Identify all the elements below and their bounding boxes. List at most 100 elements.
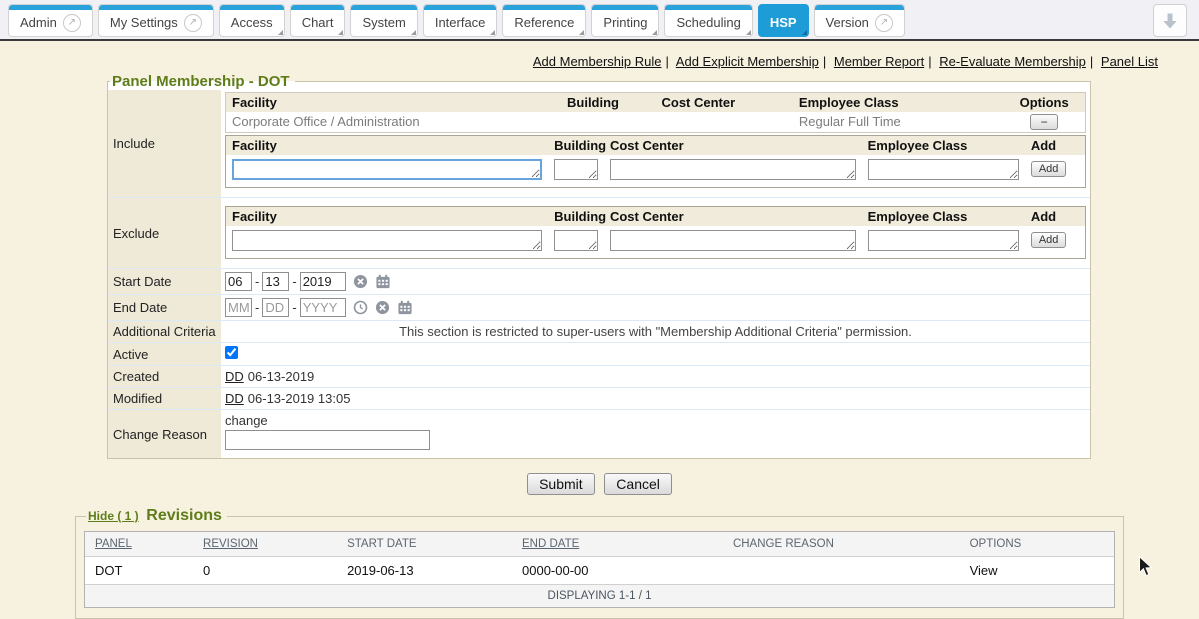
tab-system[interactable]: System (350, 4, 418, 37)
end-year-input[interactable] (299, 298, 346, 317)
tab-label: My Settings (109, 15, 178, 30)
tab-label: Admin (20, 15, 57, 30)
revision-end-date: 0000-00-00 (522, 563, 589, 578)
change-reason-input[interactable] (225, 430, 430, 450)
tab-label: Reference (514, 15, 575, 30)
form-actions: Submit Cancel (0, 473, 1199, 495)
col-start-date: START DATE (347, 538, 417, 550)
cancel-button[interactable]: Cancel (604, 473, 672, 495)
external-link-icon[interactable]: ↗ (183, 13, 202, 32)
end-day-input[interactable] (262, 298, 290, 317)
start-year-input[interactable] (299, 272, 346, 291)
rule-building (561, 112, 655, 132)
active-label: Active (108, 343, 221, 365)
col-cost-center: Cost Center (661, 95, 736, 110)
calendar-icon[interactable] (375, 274, 391, 289)
link-separator: | (822, 54, 827, 69)
external-link-icon[interactable]: ↗ (62, 13, 81, 32)
tab-reference[interactable]: Reference (502, 4, 587, 37)
revision-table-row: DOT 0 2019-06-13 0000-00-00 View (85, 556, 1114, 584)
include-facility-input[interactable] (232, 159, 543, 180)
col-facility: Facility (232, 95, 277, 110)
include-add-box: Facility Building Cost Center Employee C… (225, 135, 1086, 188)
tab-access[interactable]: Access (218, 4, 285, 37)
change-reason-row: Change Reason change (108, 409, 1090, 458)
exclude-building-input[interactable] (554, 230, 598, 251)
tab-label: HSP (769, 15, 797, 30)
panel-membership-fieldset: Panel Membership - DOT Include Facility … (107, 73, 1091, 459)
start-day-input[interactable] (262, 272, 290, 291)
include-building-input[interactable] (554, 159, 598, 180)
col-panel[interactable]: PANEL (95, 538, 132, 550)
start-month-input[interactable] (225, 272, 252, 291)
col-building: Building (554, 209, 607, 224)
col-building: Building (567, 95, 619, 110)
revisions-table-header: PANEL REVISION START DATE END DATE CHANG… (85, 532, 1114, 556)
submit-button[interactable]: Submit (527, 473, 595, 495)
clear-date-icon[interactable] (375, 300, 390, 315)
tab-label: Interface (434, 15, 486, 30)
tab-my-settings[interactable]: My Settings ↗ (97, 4, 214, 37)
panel-list-link[interactable]: Panel List (1100, 54, 1158, 69)
remove-rule-button[interactable]: − (1030, 114, 1059, 130)
created-user-link[interactable]: DD (225, 369, 244, 384)
include-add-button[interactable]: Add (1030, 161, 1067, 177)
col-end-date[interactable]: END DATE (522, 538, 580, 550)
member-report-link[interactable]: Member Report (833, 54, 925, 69)
add-table-header: Facility Building Cost Center Employee C… (226, 136, 1085, 155)
exclude-facility-input[interactable] (232, 230, 543, 251)
created-value: 06-13-2019 (247, 369, 315, 384)
revisions-fieldset: Hide ( 1 ) Revisions PANEL REVISION STAR… (75, 507, 1124, 619)
include-employee-class-input[interactable] (867, 159, 1019, 180)
date-separator: - (255, 300, 260, 315)
add-explicit-membership-link[interactable]: Add Explicit Membership (675, 54, 819, 69)
clock-icon[interactable] (353, 300, 368, 315)
external-link-icon[interactable]: ↗ (874, 13, 893, 32)
col-revision[interactable]: REVISION (203, 538, 258, 550)
view-revision-link[interactable]: View (969, 563, 998, 578)
panel-membership-legend: Panel Membership - DOT (112, 73, 290, 90)
col-cost-center: Cost Center (609, 138, 684, 153)
revision-panel: DOT (95, 563, 123, 578)
tab-label: Chart (301, 15, 334, 30)
tab-chart[interactable]: Chart (289, 4, 346, 37)
date-separator: - (292, 300, 297, 315)
tab-label: Version (825, 15, 869, 30)
tab-label: Access (230, 15, 273, 30)
col-options: OPTIONS (969, 538, 1022, 550)
rule-cost-center (655, 112, 792, 132)
tab-version[interactable]: Version ↗ (813, 4, 905, 37)
active-row: Active (108, 342, 1090, 365)
active-checkbox[interactable] (225, 346, 238, 359)
tab-printing[interactable]: Printing (591, 4, 660, 37)
link-separator: | (665, 54, 669, 69)
exclude-add-button[interactable]: Add (1030, 232, 1067, 248)
top-navigation: Admin ↗ My Settings ↗ Access Chart Syste… (0, 0, 1199, 41)
clear-date-icon[interactable] (353, 274, 368, 289)
end-month-input[interactable] (225, 298, 252, 317)
calendar-icon[interactable] (397, 300, 413, 315)
col-add: Add (1030, 138, 1057, 153)
tab-hsp-active[interactable]: HSP (757, 4, 809, 37)
down-arrow-icon (1163, 13, 1177, 28)
modified-user-link[interactable]: DD (225, 391, 244, 406)
download-button[interactable] (1153, 4, 1187, 37)
additional-criteria-note: This section is restricted to super-user… (221, 321, 1090, 342)
tab-label: Printing (603, 15, 648, 30)
modified-row: Modified DD 06-13-2019 13:05 (108, 387, 1090, 409)
col-employee-class: Employee Class (867, 138, 968, 153)
revision-start-date: 2019-06-13 (347, 563, 414, 578)
include-cost-center-input[interactable] (609, 159, 856, 180)
hide-revisions-link[interactable]: Hide ( 1 ) (88, 509, 139, 523)
exclude-employee-class-input[interactable] (867, 230, 1019, 251)
tab-interface[interactable]: Interface (422, 4, 498, 37)
tab-admin[interactable]: Admin ↗ (8, 4, 93, 37)
exclude-cost-center-input[interactable] (609, 230, 856, 251)
change-reason-note: change (225, 413, 268, 428)
tab-scheduling[interactable]: Scheduling (664, 4, 753, 37)
col-cost-center: Cost Center (609, 209, 684, 224)
re-evaluate-membership-link[interactable]: Re-Evaluate Membership (939, 54, 1086, 69)
membership-rule-row: Corporate Office / Administration Regula… (226, 112, 1085, 132)
add-membership-rule-link[interactable]: Add Membership Rule (532, 54, 662, 69)
col-employee-class: Employee Class (798, 95, 899, 110)
